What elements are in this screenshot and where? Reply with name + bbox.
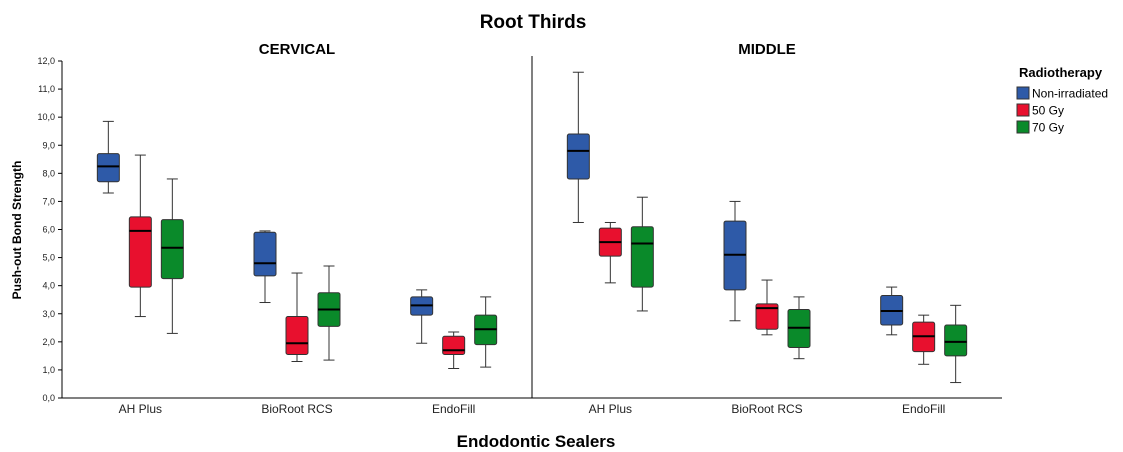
panel-title: MIDDLE [738,41,796,58]
iqr-box [96,153,120,183]
box-70-gy [630,196,654,312]
y-tick-label: 11,0 [38,84,55,94]
box-50-gy [598,221,622,284]
box-70-gy [474,296,498,368]
legend-swatch [1016,120,1030,134]
box-non-irradiated [410,289,434,344]
box-non-irradiated [96,120,120,194]
category-group: AH Plus [96,120,184,416]
legend-label: Non-irradiated [1032,87,1108,101]
iqr-box [755,303,779,330]
x-tick-label: AH Plus [119,402,162,416]
box-70-gy [944,304,968,384]
box-50-gy [128,154,152,318]
iqr-box [630,226,654,288]
iqr-box [285,316,309,355]
legend-label: 70 Gy [1032,121,1064,135]
legend-item: 50 Gy [1016,103,1064,118]
y-tick-label: 2,0 [42,337,55,347]
iqr-box [128,216,152,288]
category-group: EndoFill [880,286,968,416]
legend-item: 70 Gy [1016,120,1064,135]
legend: Radiotherapy Non-irradiated 50 Gy 70 Gy [1016,65,1108,135]
y-axis-label: Push-out Bond Strength [10,161,24,300]
panel-title: CERVICAL [259,41,335,58]
y-tick-label: 7,0 [42,196,55,206]
x-tick-label: BioRoot RCS [261,402,332,416]
y-tick-label: 0,0 [42,393,55,403]
box-50-gy [285,272,309,362]
category-group: BioRoot RCS [723,200,811,416]
x-tick-label: BioRoot RCS [731,402,802,416]
legend-swatch [1016,86,1030,100]
iqr-box [253,231,277,277]
y-tick-label: 8,0 [42,168,55,178]
x-axis-label: Endodontic Sealers [457,432,616,451]
panel-cervical: CERVICAL AH Plus BioRoot RCS EndoFill [96,41,498,416]
box-non-irradiated [880,286,904,336]
y-tick-label: 5,0 [42,253,55,263]
y-tick-label: 6,0 [42,225,55,235]
box-non-irradiated [253,230,277,304]
box-50-gy [755,279,779,336]
y-tick-label: 1,0 [42,365,55,375]
box-non-irradiated [723,200,747,322]
box-70-gy [160,178,184,334]
panel-middle: MIDDLE AH Plus BioRoot RCS EndoFill [566,41,968,416]
box-70-gy [787,296,811,360]
box-50-gy [442,331,466,370]
chart-title: Root Thirds [480,12,587,33]
x-tick-label: AH Plus [589,402,632,416]
box-50-gy [912,314,936,365]
category-group: BioRoot RCS [253,230,341,416]
legend-label: 50 Gy [1032,104,1064,118]
y-tick-label: 9,0 [42,140,55,150]
iqr-box [160,219,184,280]
legend-item: Non-irradiated [1016,86,1108,101]
box-70-gy [317,265,341,361]
x-tick-label: EndoFill [432,402,475,416]
iqr-box [944,324,968,357]
iqr-box [566,133,590,180]
box-non-irradiated [566,71,590,223]
category-group: EndoFill [410,289,498,416]
legend-items: Non-irradiated 50 Gy 70 Gy [1016,86,1108,135]
axes: 0,0 1,0 2,0 3,0 4,0 5,0 6,0 7,0 8,0 9,0 10,0 11,0 12… [37,56,1002,403]
y-tick-label: 3,0 [42,309,55,319]
legend-title: Radiotherapy [1019,65,1103,80]
y-tick-label: 12,0 [37,56,55,66]
category-group: AH Plus [566,71,654,416]
y-tick-label: 10,0 [37,112,55,122]
y-tick-label: 4,0 [42,281,55,291]
legend-swatch [1016,103,1030,117]
x-tick-label: EndoFill [902,402,945,416]
iqr-box [442,335,466,355]
